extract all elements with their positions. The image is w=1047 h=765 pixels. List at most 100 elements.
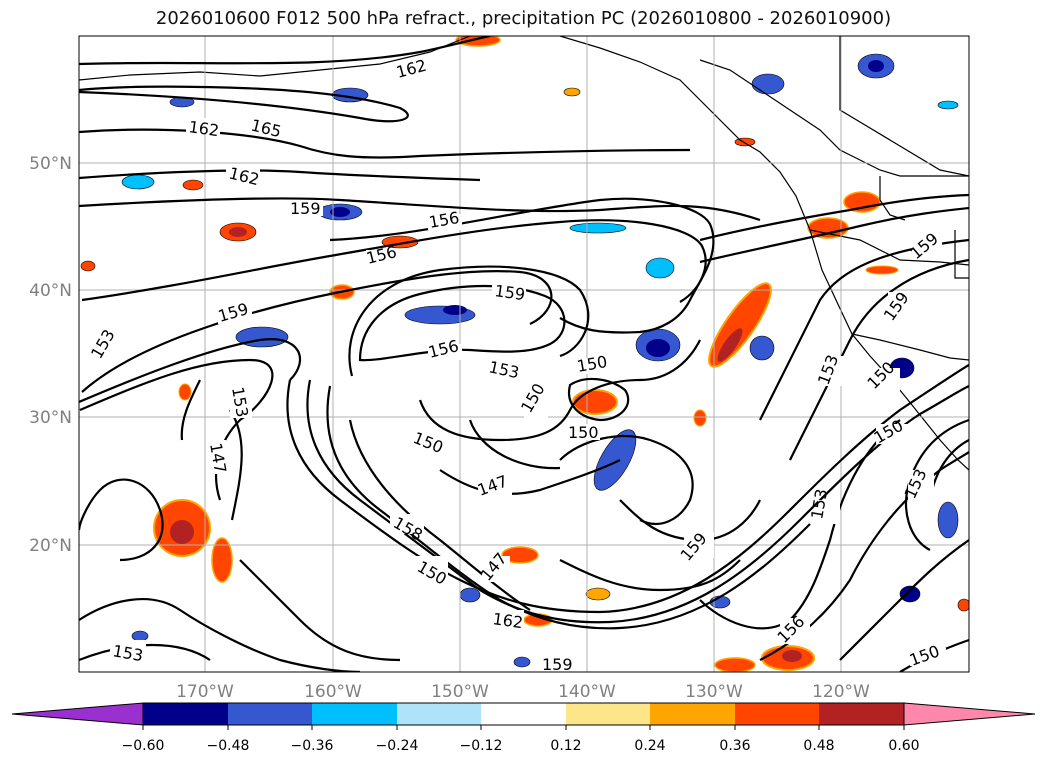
refractivity-contours <box>79 36 969 672</box>
colorbar-tick-label: 0.24 <box>634 738 665 754</box>
precip-positive-area <box>80 260 96 272</box>
contour-line <box>699 206 969 264</box>
precip-positive-area <box>501 546 539 564</box>
precip-positive-area <box>585 587 611 601</box>
contour-label: 162 <box>491 609 524 632</box>
lon-tick: 140°W <box>558 682 616 702</box>
colorbar-tick-label: −0.60 <box>122 738 165 754</box>
colorbar-tick-label: 0.12 <box>550 738 581 754</box>
contour-label: 159 <box>290 199 321 218</box>
precip-positive-area <box>182 179 204 191</box>
contour-line <box>699 193 969 242</box>
colorbar-segment <box>481 703 566 725</box>
precip-negative-area <box>937 100 959 110</box>
precip-positive-area <box>211 537 233 583</box>
contour-line <box>567 377 630 422</box>
contour-line <box>81 270 553 393</box>
contour-line <box>759 238 969 421</box>
lon-tick: 120°W <box>812 682 870 702</box>
precip-negative-area <box>569 222 627 234</box>
contour-line <box>180 379 201 441</box>
colorbar-tick-label: −0.48 <box>207 738 250 754</box>
colorbar-tick-label: 0.36 <box>719 738 750 754</box>
colorbar-tick-label: −0.36 <box>291 738 334 754</box>
contour-line <box>699 419 901 630</box>
colorbar-tick-label: 0.48 <box>803 738 834 754</box>
lat-tick: 40°N <box>29 281 72 301</box>
contour-label: 159 <box>542 655 573 674</box>
gridlines <box>79 36 969 672</box>
precip-negative-area <box>459 587 481 603</box>
contour-line <box>559 559 741 592</box>
precip-positive-area <box>714 657 756 672</box>
contour-line <box>81 219 707 303</box>
contour-line <box>79 598 361 672</box>
contour-line <box>468 419 561 470</box>
colorbar-segment <box>650 703 735 725</box>
precip-negative-area <box>593 429 637 491</box>
contour-line <box>79 338 301 404</box>
precip-positive-area <box>693 409 707 427</box>
precip-negative-area <box>513 656 531 668</box>
map-title: 2026010600 F012 500 hPa refract., precip… <box>155 8 892 29</box>
colorbar-tick-label: −0.24 <box>376 738 419 754</box>
colorbar-segment <box>566 703 650 725</box>
colorbar-extend-right <box>903 702 1036 726</box>
contour-line <box>326 385 811 630</box>
lat-tick: 30°N <box>29 408 72 428</box>
precip-negative-area <box>131 630 149 642</box>
precip-negative-area <box>899 585 921 603</box>
longitude-ticks: 170°W 160°W 150°W 140°W 130°W 120°W <box>176 682 870 702</box>
contour-line <box>229 409 243 521</box>
precip-negative-area <box>749 335 775 361</box>
lat-tick: 20°N <box>29 536 72 556</box>
contour-line <box>79 643 211 662</box>
colorbar-segment <box>143 703 228 725</box>
precip-positive-area <box>178 383 192 401</box>
contour-line <box>79 36 491 66</box>
lon-tick: 150°W <box>431 682 489 702</box>
lat-tick: 50°N <box>29 154 72 174</box>
lon-tick: 170°W <box>176 682 234 702</box>
contour-line <box>79 197 761 222</box>
colorbar-tick-label: 0.60 <box>888 738 919 754</box>
precip-positive-area <box>572 389 618 415</box>
contour-line <box>79 169 481 182</box>
precip-positive-area <box>455 36 501 47</box>
precip-negative-area <box>645 257 675 279</box>
precip-fill-layer <box>80 36 969 672</box>
precip-positive-area <box>865 265 899 275</box>
contour-line <box>789 258 969 461</box>
colorbar: −0.60 −0.48 −0.36 −0.24 −0.12 0.12 0.24 … <box>11 702 1036 754</box>
precip-positive-area <box>734 137 756 147</box>
plot-frame <box>78 35 970 673</box>
precip-positive-area <box>563 87 581 97</box>
precip-negative-area <box>121 174 155 190</box>
contour-line <box>348 265 590 377</box>
latitude-ticks: 50°N 40°N 30°N 20°N <box>29 154 72 556</box>
colorbar-segment <box>228 703 312 725</box>
colorbar-segment <box>397 703 481 725</box>
colorbar-tick-label: −0.12 <box>460 738 503 754</box>
contour-line <box>418 339 701 442</box>
contour-line <box>839 539 969 661</box>
contour-label: 159 <box>493 281 526 304</box>
precip-positive-area <box>957 598 969 612</box>
colorbar-segment <box>819 703 904 725</box>
contour-label: 162 <box>187 117 220 140</box>
contour-line <box>329 197 715 334</box>
precip-negative-area <box>751 73 785 95</box>
contour-line <box>239 559 401 662</box>
colorbar-extend-left <box>11 702 144 726</box>
coastlines <box>79 36 969 471</box>
contour-line <box>79 478 164 562</box>
colorbar-segment <box>312 703 397 725</box>
colorbar-segment <box>735 703 819 725</box>
contour-label: 150 <box>568 423 599 442</box>
precip-positive-area <box>807 217 849 239</box>
contour-line <box>79 85 409 123</box>
contour-line <box>439 459 621 496</box>
lon-tick: 160°W <box>304 682 362 702</box>
contour-line <box>348 419 531 611</box>
